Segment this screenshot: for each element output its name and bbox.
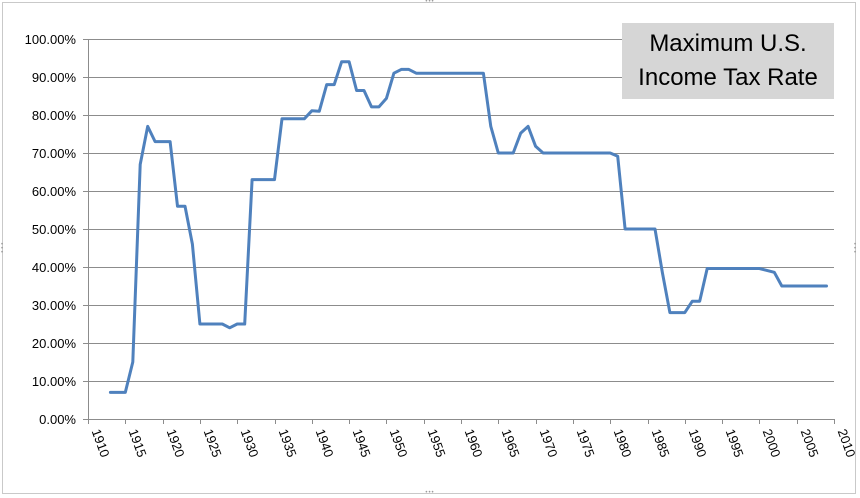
x-tick-label: 1985 xyxy=(649,427,673,459)
x-tick-label: 1915 xyxy=(126,427,150,459)
x-tick-label: 1990 xyxy=(686,427,710,459)
y-tick-label: 10.00% xyxy=(32,374,77,389)
x-tick-label: 1940 xyxy=(313,427,337,459)
x-tick-label: 1975 xyxy=(574,427,598,459)
series-layer xyxy=(108,60,828,394)
y-tick-label: 0.00% xyxy=(39,412,76,427)
y-axis-tick-labels: 0.00% 10.00% 20.00% 30.00% 40.00% 50.00% 60.00… xyxy=(25,32,77,427)
x-tick-label: 1965 xyxy=(499,427,523,459)
x-tick-label: 1970 xyxy=(537,427,561,459)
axes xyxy=(83,39,835,424)
series-line[interactable] xyxy=(108,60,828,394)
x-tick-label: 1945 xyxy=(350,427,374,459)
y-tick-label: 90.00% xyxy=(32,70,77,85)
y-tick-label: 50.00% xyxy=(32,222,77,237)
y-tick-label: 30.00% xyxy=(32,298,77,313)
y-tick-label: 70.00% xyxy=(32,146,77,161)
y-tick-label: 20.00% xyxy=(32,336,77,351)
x-tick-label: 1920 xyxy=(164,427,188,459)
x-tick-label: 1930 xyxy=(238,427,262,459)
x-tick-label: 1980 xyxy=(611,427,635,459)
x-tick-label: 1950 xyxy=(387,427,411,459)
gridlines xyxy=(88,39,834,382)
x-tick-label: 1960 xyxy=(462,427,486,459)
chart-title[interactable]: Maximum U.S. Income Tax Rate xyxy=(622,23,834,99)
resize-handle-right[interactable]: • • • xyxy=(853,242,858,256)
x-axis-tick-labels: 1910 1915 1920 1925 1930 1935 1940 1945 1950 1955… xyxy=(89,427,859,459)
x-tick-label: 2000 xyxy=(760,427,784,459)
x-tick-label: 2010 xyxy=(835,427,859,459)
y-tick-label: 60.00% xyxy=(32,184,77,199)
y-tick-label: 80.00% xyxy=(32,108,77,123)
y-tick-label: 100.00% xyxy=(25,32,77,47)
chart-title-line-1: Maximum U.S. xyxy=(649,30,807,57)
resize-handle-left[interactable]: • • • xyxy=(0,242,5,256)
x-tick-label: 1910 xyxy=(89,427,113,459)
x-tick-label: 1925 xyxy=(201,427,225,459)
resize-handle-bottom[interactable]: ••• xyxy=(425,490,435,496)
chart-title-line-2: Income Tax Rate xyxy=(638,64,818,91)
x-tick-label: 1935 xyxy=(276,427,300,459)
x-tick-label: 2005 xyxy=(798,427,822,459)
x-tick-label: 1955 xyxy=(425,427,449,459)
resize-handle-top[interactable]: ••• xyxy=(425,0,435,5)
x-tick-label: 1995 xyxy=(723,427,747,459)
y-tick-label: 40.00% xyxy=(32,260,77,275)
